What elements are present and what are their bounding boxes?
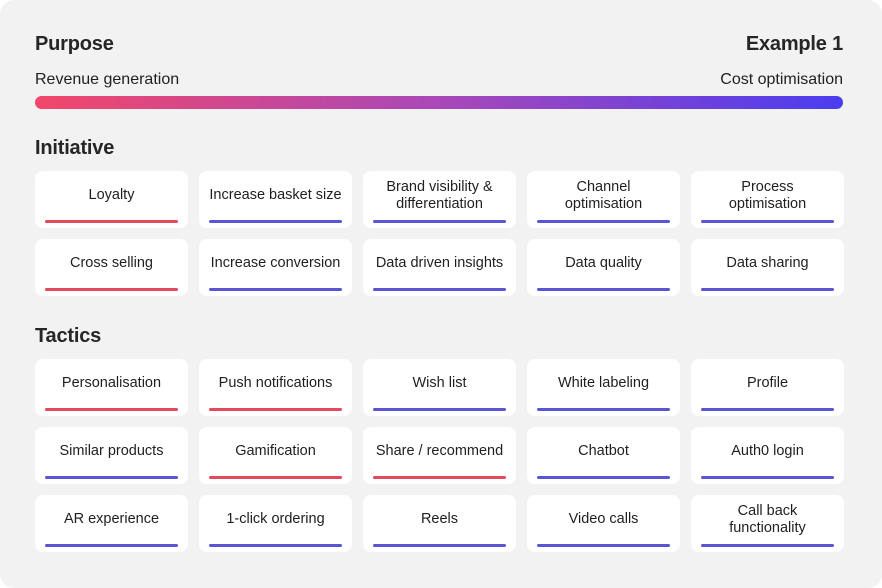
tactic-card-label: AR experience [63, 511, 160, 527]
initiative-card-label: Increase conversion [210, 255, 341, 271]
tactic-card-underline [45, 544, 178, 547]
tactic-card-label: Video calls [568, 511, 639, 527]
initiative-card-label: Increase basket size [209, 187, 342, 203]
tactic-card-label: White labeling [557, 375, 650, 391]
tactic-card-underline [45, 408, 178, 411]
tactic-card: Similar products [35, 427, 188, 484]
initiative-card-label: Data sharing [726, 255, 809, 271]
tactic-card: Auth0 login [691, 427, 844, 484]
tactic-card: Push notifications [199, 359, 352, 416]
tactic-card-underline [209, 476, 342, 479]
initiative-card-underline [373, 288, 506, 291]
initiative-card-underline [373, 220, 506, 223]
initiative-card-label: Brand visibility & differentiation [386, 178, 493, 212]
tactics-grid: Personalisation Push notifications Wish li… [35, 359, 844, 552]
tactic-card-label: Reels [420, 511, 459, 527]
scale-left-label: Revenue generation [35, 71, 180, 88]
initiative-card: Data driven insights [363, 239, 516, 296]
tactic-card: Reels [363, 495, 516, 552]
tactic-card: Share / recommend [363, 427, 516, 484]
tactic-card-label: Wish list [412, 375, 467, 391]
initiative-card-label: Loyalty [88, 187, 135, 203]
initiative-card: Process optimisation [691, 171, 844, 228]
tactic-card-underline [209, 408, 342, 411]
tactic-card-label: Chatbot [578, 443, 629, 459]
initiative-card-label: Process optimisation [728, 178, 807, 212]
tactic-card-label: 1-click ordering [226, 511, 325, 527]
initiative-card-label: Cross selling [70, 255, 153, 271]
tactic-card: Video calls [527, 495, 680, 552]
initiative-card: Loyalty [35, 171, 188, 228]
initiative-card-underline [209, 220, 342, 223]
tactic-card-label: Gamification [235, 443, 316, 459]
initiative-card: Brand visibility & differentiation [363, 171, 516, 228]
tactics-title: Tactics [35, 325, 102, 347]
tactic-card: Chatbot [527, 427, 680, 484]
purpose-title: Purpose [35, 32, 114, 55]
tactic-card-underline [209, 544, 342, 547]
tactic-card: White labeling [527, 359, 680, 416]
tactic-card-underline [45, 476, 178, 479]
initiative-card: Increase basket size [199, 171, 352, 228]
tactic-card-label: Push notifications [218, 375, 333, 391]
initiative-card: Channel optimisation [527, 171, 680, 228]
tactic-card-underline [373, 476, 506, 479]
tactic-card-underline [701, 544, 834, 547]
tactic-card: Call back functionality [691, 495, 844, 552]
tactic-card: Gamification [199, 427, 352, 484]
initiative-card: Cross selling [35, 239, 188, 296]
tactic-card: 1-click ordering [199, 495, 352, 552]
tactic-card: Personalisation [35, 359, 188, 416]
tactic-card-underline [537, 476, 670, 479]
tactic-card-underline [373, 544, 506, 547]
tactic-card-label: Call back functionality [729, 502, 806, 536]
initiative-title: Initiative [35, 137, 115, 159]
purpose-gradient-bar [35, 96, 843, 109]
initiative-card-underline [701, 220, 834, 223]
initiative-card: Data sharing [691, 239, 844, 296]
tactic-card-label: Similar products [59, 443, 164, 459]
tactic-card-underline [537, 544, 670, 547]
initiative-card-label: Data driven insights [375, 255, 504, 271]
initiative-grid: Loyalty Increase basket size Brand visibil… [35, 171, 844, 296]
header: Purpose Example 1 [35, 30, 843, 58]
tactic-card-label: Profile [746, 375, 789, 391]
tactic-card-underline [537, 408, 670, 411]
tactic-card-underline [373, 408, 506, 411]
initiative-card-underline [537, 288, 670, 291]
initiative-card: Increase conversion [199, 239, 352, 296]
initiative-card-underline [537, 220, 670, 223]
initiative-card-underline [701, 288, 834, 291]
tactic-card-underline [701, 476, 834, 479]
example-title: Example 1 [745, 32, 843, 55]
scale-labels: Revenue generation Cost optimisation [35, 71, 843, 89]
tactic-card: Wish list [363, 359, 516, 416]
initiative-card: Data quality [527, 239, 680, 296]
scale-right-label: Cost optimisation [720, 71, 843, 88]
tactic-card-label: Personalisation [61, 375, 162, 391]
initiative-card-underline [45, 220, 178, 223]
initiative-card-label: Channel optimisation [564, 178, 643, 212]
tactic-card-label: Share / recommend [375, 443, 504, 459]
tactic-card: Profile [691, 359, 844, 416]
initiative-card-label: Data quality [565, 255, 642, 271]
tactic-card-label: Auth0 login [731, 443, 804, 459]
initiative-card-underline [45, 288, 178, 291]
initiative-card-underline [209, 288, 342, 291]
tactic-card-underline [701, 408, 834, 411]
tactic-card: AR experience [35, 495, 188, 552]
